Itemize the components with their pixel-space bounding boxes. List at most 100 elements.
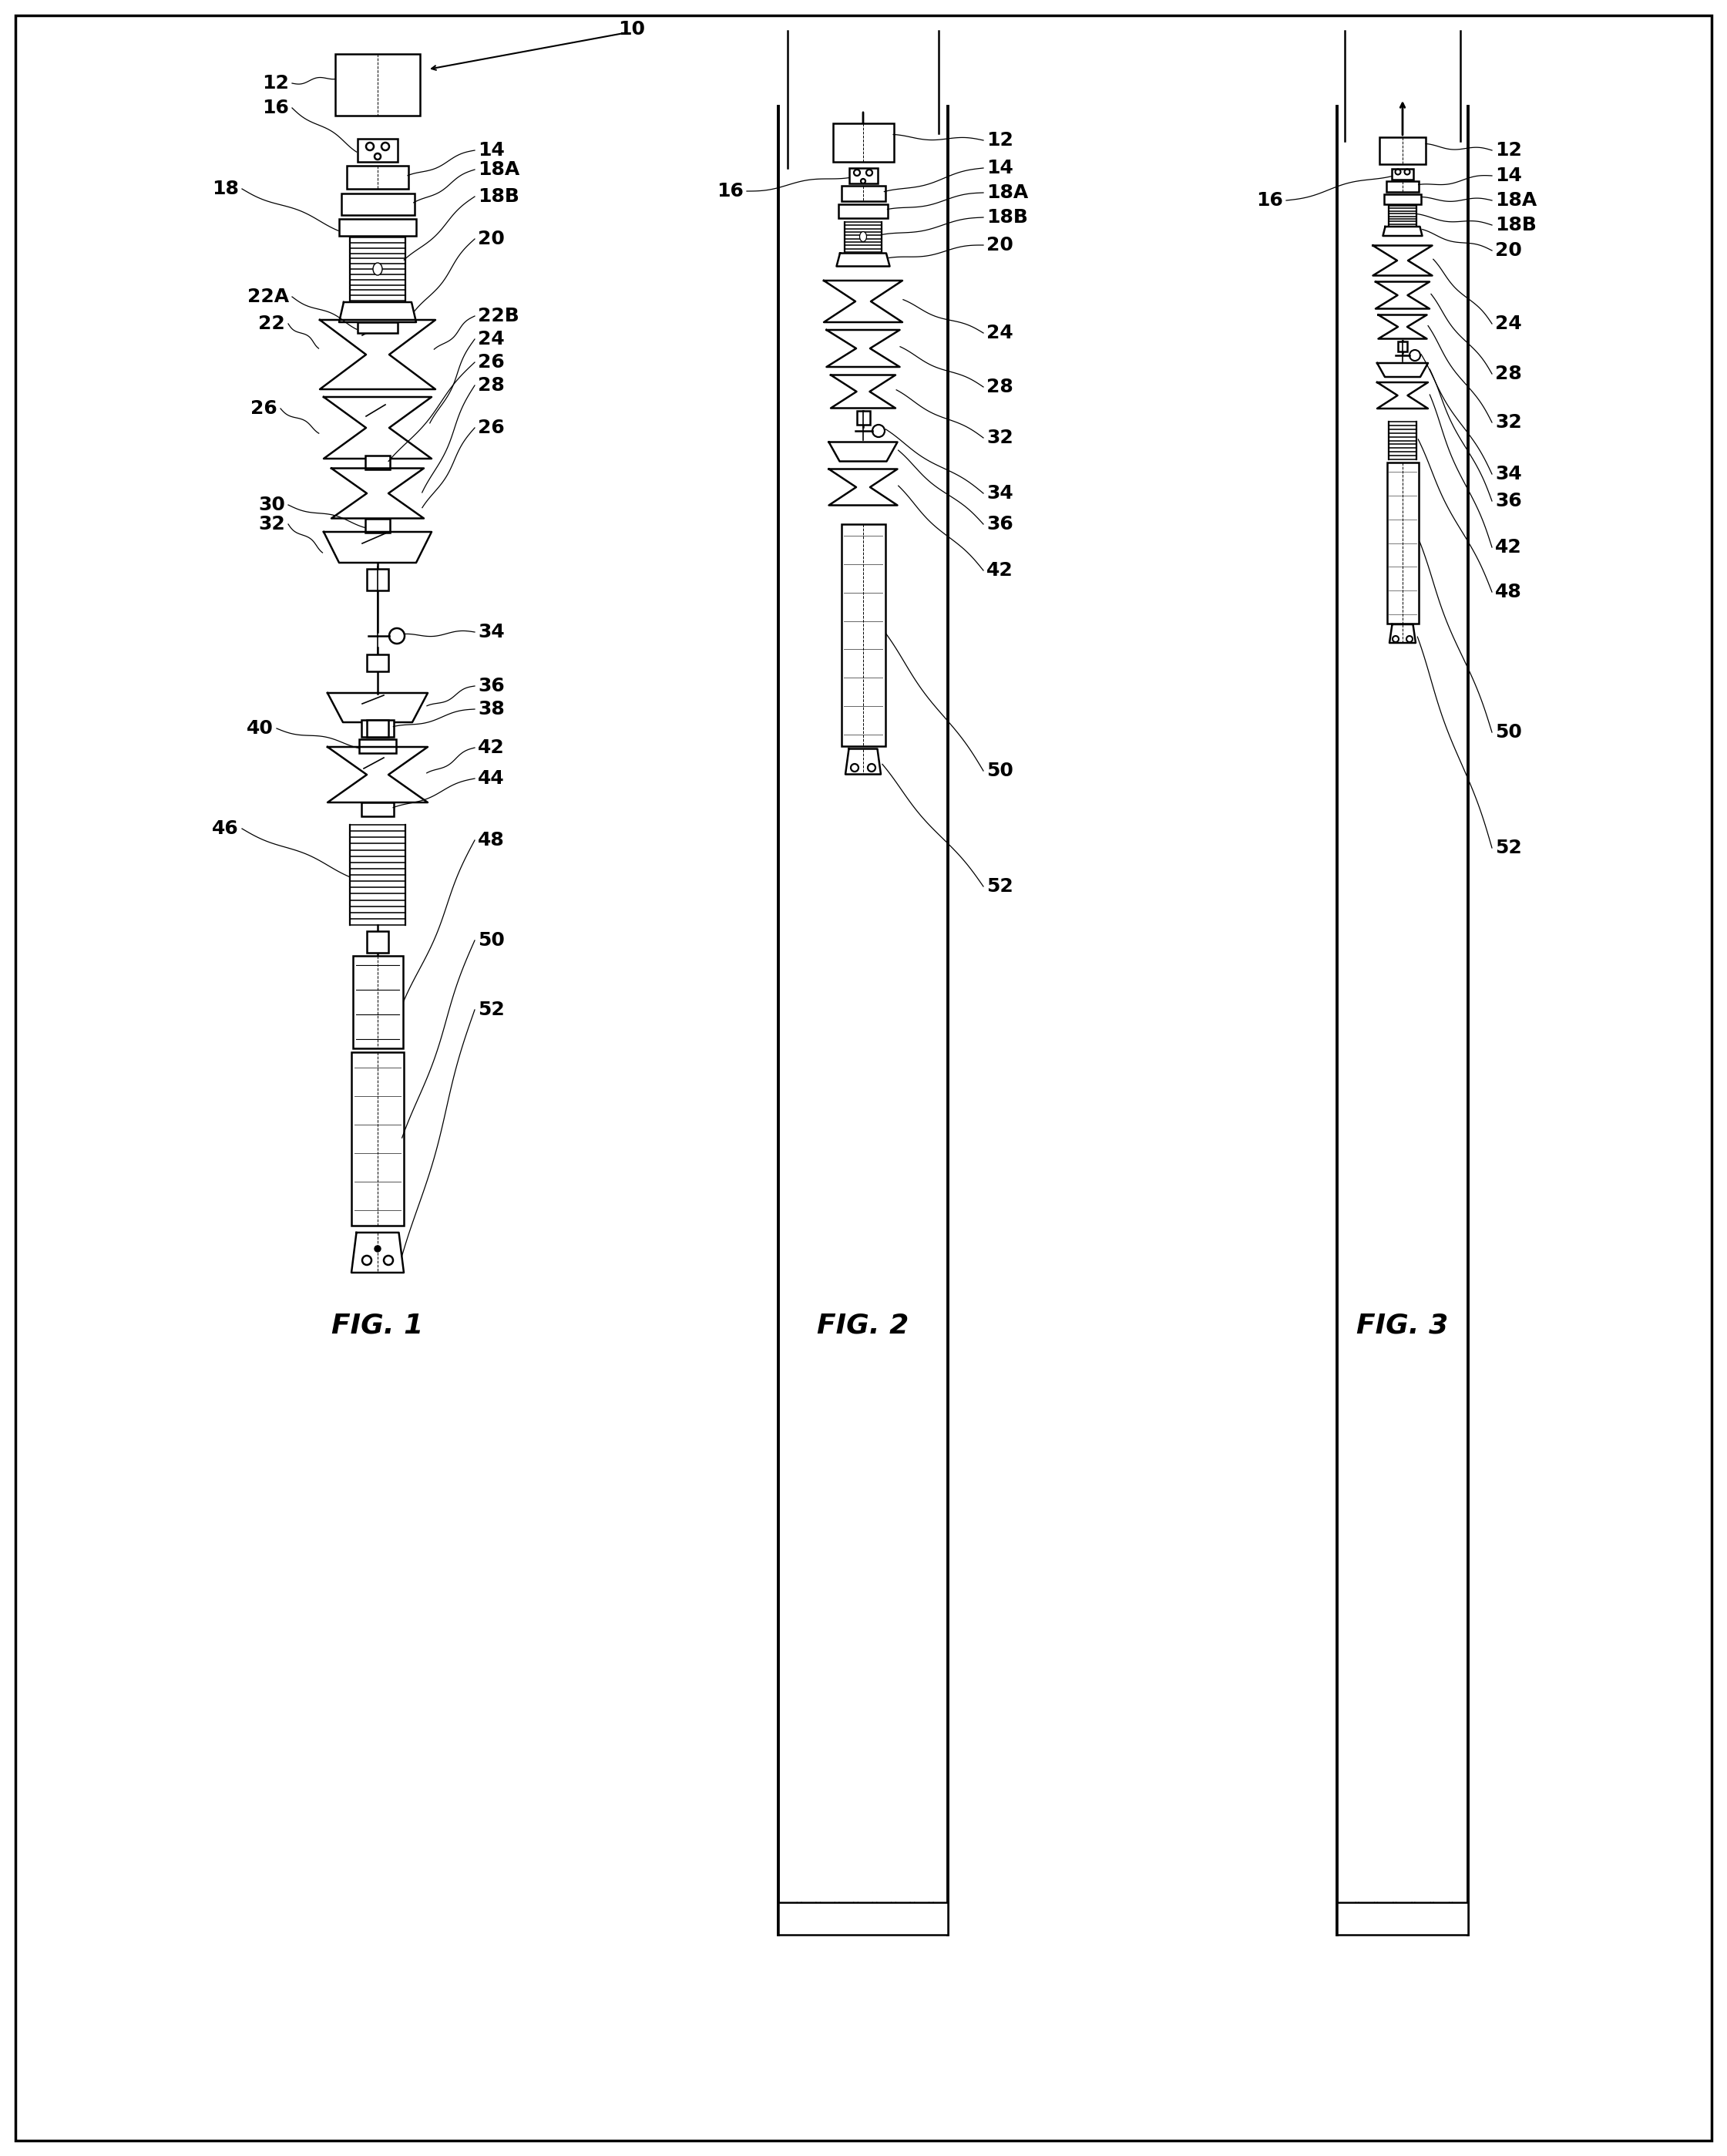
Text: 28: 28 <box>986 377 1014 397</box>
Text: 32: 32 <box>986 429 1014 446</box>
Text: 28: 28 <box>478 375 504 395</box>
Text: 26: 26 <box>250 399 278 418</box>
Text: 24: 24 <box>986 323 1014 343</box>
Text: FIG. 1: FIG. 1 <box>332 1313 423 1339</box>
Text: 18A: 18A <box>1496 192 1537 209</box>
Polygon shape <box>824 280 903 321</box>
Text: 36: 36 <box>478 677 504 694</box>
Text: 38: 38 <box>478 701 504 718</box>
Bar <box>1387 181 1420 192</box>
Polygon shape <box>332 468 423 517</box>
Bar <box>366 655 389 671</box>
Bar <box>832 123 893 162</box>
Polygon shape <box>351 1233 404 1272</box>
Bar <box>1392 168 1413 179</box>
Bar <box>359 740 395 752</box>
Polygon shape <box>323 397 432 459</box>
Bar <box>1383 194 1421 205</box>
Bar <box>366 720 389 737</box>
Bar <box>361 720 394 737</box>
Text: 34: 34 <box>1496 466 1521 483</box>
Text: 46: 46 <box>212 819 238 839</box>
Text: 18B: 18B <box>1496 216 1537 235</box>
Text: 22A: 22A <box>247 287 288 306</box>
Polygon shape <box>328 692 428 722</box>
Text: 42: 42 <box>1496 539 1521 556</box>
Text: 18B: 18B <box>986 209 1028 226</box>
Text: 52: 52 <box>478 1000 504 1020</box>
Bar <box>1380 136 1427 164</box>
Bar <box>338 220 416 235</box>
Polygon shape <box>829 442 898 461</box>
Polygon shape <box>319 319 435 390</box>
Text: 36: 36 <box>986 515 1014 533</box>
Text: 14: 14 <box>986 160 1014 177</box>
Text: FIG. 2: FIG. 2 <box>817 1313 908 1339</box>
Bar <box>1397 341 1408 351</box>
Text: 26: 26 <box>478 354 504 371</box>
Text: 32: 32 <box>1496 414 1521 431</box>
Polygon shape <box>323 533 432 563</box>
Polygon shape <box>836 252 889 267</box>
Text: 20: 20 <box>986 235 1014 254</box>
Bar <box>1337 1902 1468 1934</box>
Text: 24: 24 <box>478 330 504 349</box>
Text: 50: 50 <box>478 931 504 949</box>
Text: 26: 26 <box>478 418 504 438</box>
Bar <box>850 168 877 183</box>
Text: 24: 24 <box>1496 315 1521 332</box>
Text: 52: 52 <box>986 877 1014 895</box>
Bar <box>366 455 390 470</box>
Text: 10: 10 <box>618 19 646 39</box>
Bar <box>779 1902 948 1934</box>
Polygon shape <box>827 330 900 367</box>
Polygon shape <box>1376 382 1428 407</box>
Text: 18B: 18B <box>478 188 520 205</box>
Text: 22B: 22B <box>478 306 520 326</box>
Text: 36: 36 <box>1496 492 1521 511</box>
Text: 50: 50 <box>1496 722 1521 742</box>
Text: 14: 14 <box>478 140 504 160</box>
Text: 22: 22 <box>259 315 285 332</box>
Polygon shape <box>846 748 881 774</box>
Bar <box>335 54 420 116</box>
Ellipse shape <box>860 231 867 241</box>
Text: 34: 34 <box>986 485 1014 502</box>
Text: 16: 16 <box>263 99 288 116</box>
Circle shape <box>375 1246 380 1253</box>
Bar <box>352 955 402 1048</box>
Text: 48: 48 <box>1496 582 1521 602</box>
Polygon shape <box>1376 282 1430 308</box>
Text: 28: 28 <box>1496 364 1521 384</box>
Text: 14: 14 <box>1496 166 1521 185</box>
Text: 42: 42 <box>986 561 1014 580</box>
Polygon shape <box>831 375 896 407</box>
Text: 50: 50 <box>986 761 1014 780</box>
Text: 52: 52 <box>1496 839 1521 858</box>
Polygon shape <box>1376 362 1428 377</box>
Bar <box>366 931 389 953</box>
Text: 20: 20 <box>1496 241 1521 259</box>
Polygon shape <box>1378 315 1427 338</box>
Bar <box>351 1052 404 1225</box>
Bar <box>838 205 888 218</box>
Bar <box>841 524 884 746</box>
Polygon shape <box>1373 246 1432 276</box>
Text: FIG. 3: FIG. 3 <box>1357 1313 1449 1339</box>
Bar <box>357 138 397 162</box>
Text: 32: 32 <box>259 515 285 533</box>
Bar <box>366 569 389 591</box>
Text: 12: 12 <box>986 132 1014 149</box>
Text: 20: 20 <box>478 231 504 248</box>
Ellipse shape <box>373 263 382 276</box>
Bar <box>347 166 409 190</box>
Polygon shape <box>328 746 428 802</box>
Bar <box>841 185 884 201</box>
Text: 16: 16 <box>1256 192 1283 209</box>
Text: 48: 48 <box>478 830 504 849</box>
Text: 40: 40 <box>247 720 273 737</box>
Text: 18A: 18A <box>986 183 1028 203</box>
Text: 18A: 18A <box>478 160 520 179</box>
Text: 16: 16 <box>717 181 744 201</box>
Polygon shape <box>1383 226 1423 235</box>
